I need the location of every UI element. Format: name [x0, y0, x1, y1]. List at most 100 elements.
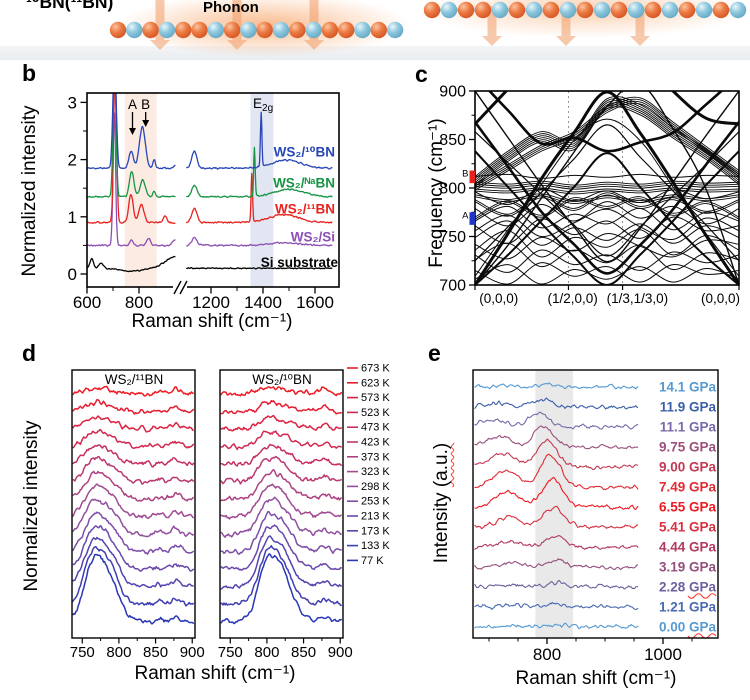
mode-marker-label: A — [462, 210, 469, 221]
panel-e: e Intensity (a.u.) 14.1 GPa 11.9 GPa 11.1 … — [420, 340, 750, 700]
shaded-band — [250, 93, 274, 287]
legend-temperature-label: 423 K — [361, 437, 390, 449]
boron-atom — [370, 21, 387, 39]
pressure-label: 11.9 GPa — [660, 400, 717, 415]
spectrum-curve — [72, 536, 194, 589]
phonon-bands-group — [475, 91, 739, 285]
y-tick-label: 750 — [439, 229, 466, 246]
mode-marker — [469, 212, 475, 225]
spectrum-curve — [220, 535, 343, 590]
plot-border — [472, 369, 719, 639]
spectrum-curve — [72, 428, 195, 449]
nitrogen-atom — [729, 1, 747, 19]
k-point-label: (1/3,1/3,0) — [607, 291, 669, 306]
panel-d-title-11bn: WS₂/¹¹BN — [104, 372, 164, 387]
pressure-label: 9.75 GPa — [659, 440, 717, 455]
legend-temperature-label: 77 K — [361, 555, 384, 567]
y-tick-label: 3 — [68, 93, 77, 112]
nitrogen-atom — [440, 1, 458, 19]
panel-d-plot: 750 800 850 900 750 800 850 900 673 K 623 K 573 K 5… — [70, 363, 391, 662]
nitrogen-atom — [126, 21, 143, 39]
boron-atom — [256, 21, 273, 39]
boron-atom — [191, 21, 208, 39]
plot-border — [71, 369, 196, 639]
phonon-arrow — [630, 6, 650, 46]
x-tick-label: 1600 — [296, 293, 334, 312]
boron-atom — [142, 21, 159, 39]
spectrum-curve — [220, 545, 342, 607]
spectrum-curve — [72, 525, 195, 572]
shaded-band — [124, 93, 157, 287]
nitrogen-atom — [272, 21, 290, 39]
phonon-band — [487, 91, 724, 153]
x-tick-label: 900 — [328, 644, 353, 661]
spectrum-curve — [474, 558, 639, 571]
phonon-band — [475, 150, 739, 285]
boron-atom — [223, 21, 241, 39]
pressure-label: 5.41 GPa — [659, 520, 717, 535]
nitrogen-atom — [240, 21, 257, 39]
phonon-band — [475, 180, 739, 186]
spectrum-curve — [220, 496, 342, 538]
spectrum-curve — [220, 468, 342, 502]
spectrum-curve — [220, 386, 343, 397]
phonon-band — [475, 220, 739, 246]
series-curve — [87, 255, 176, 273]
boron-atom — [678, 1, 696, 19]
phonon-band — [475, 192, 739, 215]
phonon-band — [475, 205, 739, 231]
nitrogen-atom — [305, 21, 322, 39]
legend-temperature-label: 523 K — [361, 407, 390, 419]
phonon-band — [475, 124, 739, 262]
spectrum-curve — [474, 622, 639, 630]
phonon-arrow — [150, 0, 170, 50]
panel-e-letter: e — [428, 340, 441, 366]
boron-atom — [321, 21, 339, 39]
panel-e-y-axis-unit: (a.u.) — [431, 442, 452, 488]
spectrum-curve — [72, 385, 194, 397]
legend-temperature-label: 373 K — [361, 451, 390, 463]
panel-e-plot: 14.1 GPa 11.9 GPa 11.1 GPa 9.75 GPa 9.00 GPa… — [472, 369, 719, 664]
panel-e-y-axis-label: Intensity (a.u.) — [431, 408, 453, 598]
spectrum-curve — [72, 399, 195, 415]
phonon-band — [475, 91, 739, 285]
curves-group — [87, 93, 333, 273]
nitrogen-atom — [627, 1, 645, 19]
phonon-band — [475, 98, 739, 187]
panel-b-x-axis-label: Raman shift (cm⁻¹) — [131, 311, 293, 332]
phonon-band — [475, 198, 739, 220]
y-tick-label: 700 — [439, 278, 466, 295]
phonon-band — [475, 131, 739, 257]
pressure-label: 7.49 GPa — [659, 480, 717, 495]
x-tick-label: 800 — [533, 645, 561, 664]
k-point-label: (1/2,0,0) — [548, 291, 598, 306]
x-tick-label: 800 — [125, 293, 153, 312]
spectrum-curve — [220, 510, 342, 555]
panel-d-title-10bn: WS₂/¹⁰BN — [252, 372, 312, 387]
x-tick-label: 1200 — [192, 293, 230, 312]
phonon-band — [475, 121, 739, 275]
pressure-label: 11.1 GPa — [660, 420, 717, 435]
panel-b-plot: 600 800 1200 1400 1600 0 1 2 3 A B E2g WS₂/¹⁰BN WS₂/ᴺ… — [68, 92, 340, 312]
legend-temperature-label: 298 K — [361, 481, 390, 493]
series-curve — [87, 93, 176, 225]
nitrogen-atom — [158, 21, 176, 39]
legend-temperature-label: 173 K — [361, 525, 390, 537]
spectrum-curve — [72, 455, 195, 485]
spectrum-curve — [220, 430, 342, 451]
nitrogen-atom — [207, 21, 224, 39]
boron-atom — [423, 1, 441, 19]
phonon-arrow — [556, 6, 576, 46]
panel-b-letter: b — [22, 60, 37, 86]
phonon-band — [475, 249, 739, 273]
series-label: Si substrate — [261, 255, 339, 270]
spectrum-curve — [220, 553, 343, 625]
spectrum-curve — [72, 444, 195, 468]
series-label: WS₂/ᴺᵃBN — [273, 176, 335, 191]
panel-b: b Normalized intensity 600 800 1200 1400 160… — [0, 60, 400, 340]
series-label: WS₂/Si — [291, 229, 335, 244]
nitrogen-atom — [593, 1, 611, 19]
phonon-band — [475, 208, 739, 240]
phonon-band — [475, 182, 739, 188]
phonon-band — [475, 194, 739, 217]
